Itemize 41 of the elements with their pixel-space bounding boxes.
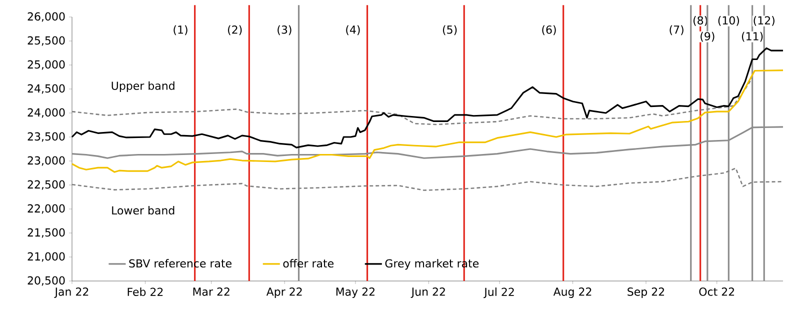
- y-tick-label: 23,500: [28, 132, 65, 142]
- y-tick-label: 25,000: [28, 60, 65, 70]
- ref-line-label: (5): [442, 25, 457, 36]
- x-tick-label: Sep 22: [628, 288, 664, 298]
- y-tick-label: 23,000: [28, 156, 65, 166]
- ref-line-label: (9): [700, 32, 714, 42]
- y-tick-label: 24,500: [28, 84, 65, 94]
- y-tick-label: 20,500: [28, 276, 65, 286]
- x-tick-label: Jan 22: [54, 288, 88, 298]
- x-tick-label: Jun 22: [410, 288, 445, 298]
- ref-line-label: (4): [346, 25, 360, 36]
- x-tick-label: Feb 22: [128, 288, 163, 296]
- line-series: [71, 77, 753, 126]
- ref-line-label: (2): [228, 25, 242, 36]
- x-tick-label: May 22: [336, 288, 374, 298]
- ref-line-label: (7): [670, 25, 684, 36]
- y-tick-label: 22,000: [28, 204, 65, 214]
- ref-line-label: (11): [742, 32, 763, 42]
- line-series: [71, 47, 784, 148]
- ref-line-label: (12): [754, 16, 774, 26]
- ref-line-label: (6): [542, 25, 556, 36]
- ref-line-label: (3): [278, 25, 292, 36]
- x-tick-label: Mar 22: [193, 288, 230, 296]
- y-tick-label: 26,000: [28, 12, 65, 22]
- y-tick-label: 22,500: [28, 180, 65, 190]
- line-series: [71, 69, 784, 173]
- y-tick-label: 25,500: [28, 36, 65, 46]
- ref-line-label: (1): [174, 25, 188, 36]
- ref-line-label: (10): [718, 16, 740, 26]
- series-label: Lower band: [112, 206, 174, 215]
- y-tick-label: 21,500: [28, 228, 65, 238]
- line-series: [71, 168, 784, 191]
- ref-line-label: (8): [694, 16, 708, 26]
- x-tick-label: Apr 22: [266, 288, 302, 298]
- series-label: Upper band: [112, 81, 174, 92]
- x-tick-label: Oct 22: [699, 288, 734, 296]
- y-tick-label: 21,000: [28, 252, 65, 262]
- y-tick-label: 24,000: [28, 108, 65, 118]
- x-tick-label: Aug 22: [553, 288, 592, 298]
- legend-label: offer rate: [283, 259, 334, 268]
- x-tick-label: Jul 22: [484, 288, 514, 298]
